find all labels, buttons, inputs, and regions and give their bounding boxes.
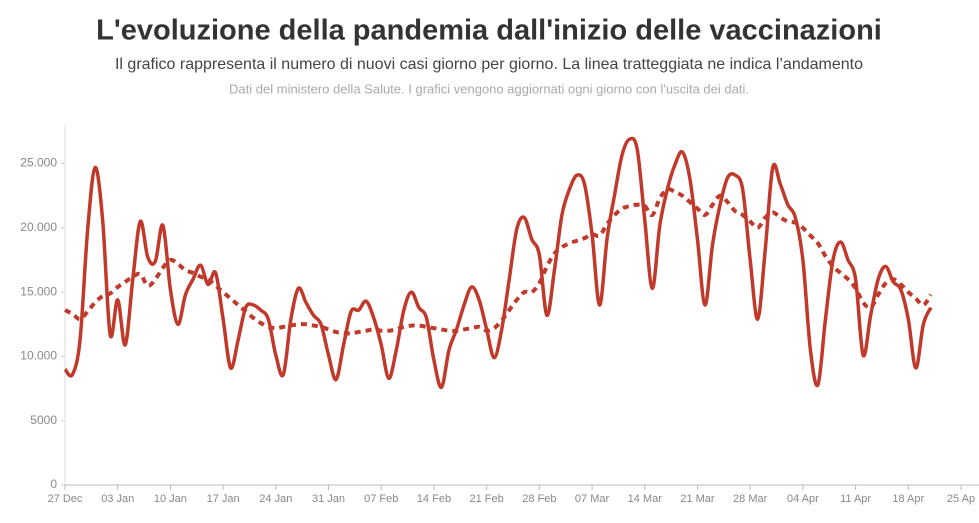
x-tick-label: 27 Dec [48, 493, 83, 505]
x-tick-label: 11 Apr [840, 493, 871, 505]
x-tick-label: 28 Mar [733, 493, 768, 505]
x-tick-label: 07 Feb [364, 493, 398, 505]
x-tick-label: 07 Mar [575, 493, 610, 505]
x-tick-label: 21 Mar [680, 493, 715, 505]
x-tick-label: 28 Feb [522, 493, 556, 505]
y-tick-label: 5000 [30, 413, 57, 427]
x-tick-label: 31 Jan [312, 493, 345, 505]
chart-title: L'evoluzione della pandemia dall'inizio … [96, 15, 882, 47]
x-tick-label: 24 Jan [259, 493, 292, 505]
x-tick-label: 21 Feb [470, 493, 504, 505]
cases-line [63, 136, 933, 390]
y-tick-label: 20.000 [20, 220, 57, 234]
chart-subtitle: Il grafico rappresenta il numero di nuov… [115, 56, 863, 73]
x-tick-label: 03 Jan [101, 493, 134, 505]
x-tick-label: 10 Jan [154, 493, 187, 505]
x-tick-label: 14 Feb [417, 493, 451, 505]
y-tick-label: 15.000 [20, 284, 57, 298]
x-tick-label: 25 Ap [947, 493, 975, 505]
x-tick-label: 14 Mar [628, 493, 663, 505]
y-tick-label: 10.000 [20, 349, 57, 363]
x-tick-label: 04 Apr [787, 493, 819, 505]
y-tick-label: 25.000 [20, 156, 57, 170]
y-tick-label: 0 [50, 477, 57, 491]
chart-source: Dati del ministero della Salute. I grafi… [229, 81, 749, 96]
x-tick-label: 18 Apr [892, 493, 924, 505]
x-tick-label: 17 Jan [207, 493, 240, 505]
trend-line [64, 187, 933, 336]
